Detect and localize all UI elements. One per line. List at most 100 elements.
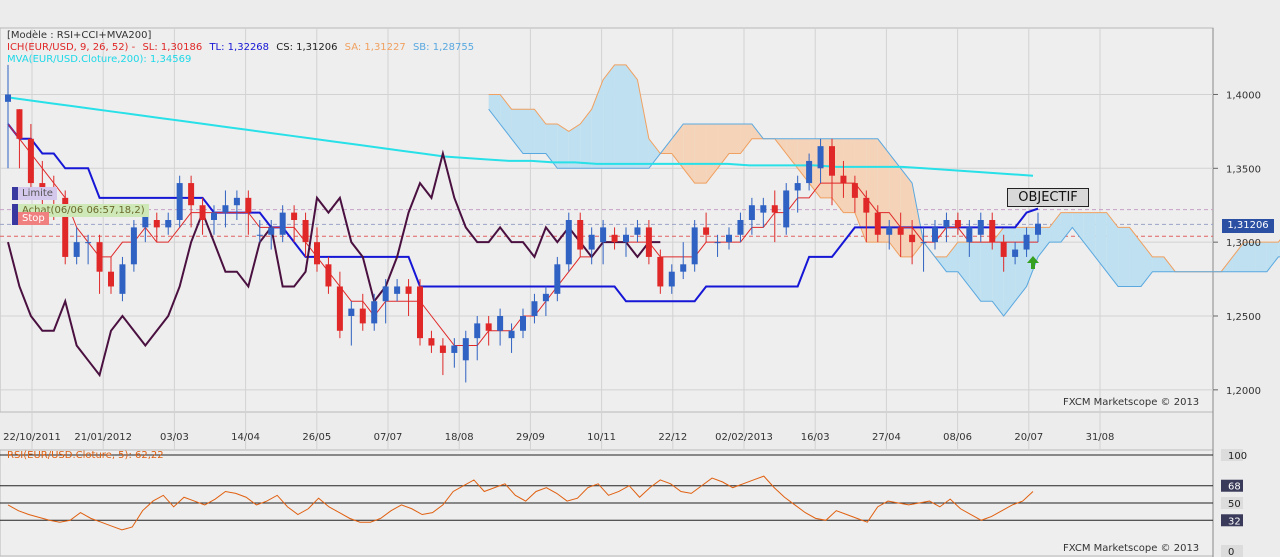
cloud-segment xyxy=(1129,227,1141,287)
candle-body xyxy=(829,146,835,176)
candle-body xyxy=(153,220,160,228)
candle-body xyxy=(371,301,378,324)
candle-body xyxy=(165,220,172,228)
ichimoku-legend: ICH(EUR/USD, 9, 26, 52) - SL: 1,30186 TL… xyxy=(7,42,478,54)
candle-body xyxy=(199,205,206,220)
x-tick-label: 02/02/2013 xyxy=(715,432,773,443)
rsi-tick-box xyxy=(1221,514,1243,527)
sb-value: SB: 1,28755 xyxy=(412,42,475,53)
candle-body xyxy=(394,286,401,294)
candle-body xyxy=(314,242,320,265)
candle-body xyxy=(565,220,572,265)
y-tick-label: 1,2000 xyxy=(1226,386,1261,397)
candle-body xyxy=(222,205,229,213)
cloud-segment xyxy=(683,124,695,184)
cloud-segment xyxy=(580,109,592,169)
x-tick-label: 03/03 xyxy=(160,432,189,443)
candle-body xyxy=(520,316,526,331)
chart-legend: [Modèle : RSI+CCI+MVA200] ICH(EUR/USD, 9… xyxy=(7,30,478,66)
candle-body xyxy=(954,220,961,228)
candle-body xyxy=(268,227,275,235)
candle-body xyxy=(531,301,538,316)
cloud-segment xyxy=(1255,242,1267,272)
x-tick-label: 07/07 xyxy=(374,432,403,443)
rsi-title: RSI(EUR/USD.Cloture, 5): 62,22 xyxy=(7,450,164,461)
x-tick-label: 08/06 xyxy=(943,432,972,443)
watermark-rsi: FXCM Marketscope © 2013 xyxy=(1063,543,1200,554)
cloud-segment xyxy=(1060,212,1073,243)
stop-order-tag[interactable]: Stop xyxy=(12,212,49,225)
candle-body xyxy=(588,234,595,250)
candle-body xyxy=(142,212,149,228)
candle-body xyxy=(302,220,309,243)
candle-body xyxy=(62,197,69,257)
rsi-tick-box xyxy=(1221,497,1243,509)
ichimoku-cloud xyxy=(488,64,1280,317)
x-tick-label: 22/12 xyxy=(658,432,687,443)
x-tick-label: 10/11 xyxy=(587,432,616,443)
candle-body xyxy=(108,271,114,287)
candle-body xyxy=(405,286,412,294)
candle-body xyxy=(714,242,721,244)
mva200-line xyxy=(7,96,1034,177)
candle-body xyxy=(932,227,938,243)
candle-body xyxy=(1000,242,1007,257)
cloud-segment xyxy=(626,64,638,169)
current-price-tag: 1,31206 xyxy=(1222,219,1274,233)
candle-body xyxy=(245,197,252,213)
candle-body xyxy=(1023,234,1030,250)
cloud-segment xyxy=(717,124,729,169)
cloud-segment xyxy=(1244,242,1256,272)
cloud-segment xyxy=(557,124,569,169)
tl-value: TL: 1,32268 xyxy=(209,42,270,53)
cloud-segment xyxy=(889,153,901,257)
rsi-line xyxy=(7,475,1034,531)
candle-body xyxy=(291,212,298,220)
candle-body xyxy=(119,264,126,294)
rsi-tick-label: 0 xyxy=(1228,547,1234,557)
rsi-tick-label: 68 xyxy=(1228,482,1241,493)
candle-body xyxy=(279,212,286,235)
mva-legend: MVA(EUR/USD.Cloture,200): 1,34569 xyxy=(7,54,192,65)
limite-order-tag[interactable]: Limite xyxy=(12,187,57,200)
chikou-span-line xyxy=(7,149,661,378)
candle-body xyxy=(966,227,973,243)
cs-value: CS: 1,31206 xyxy=(276,42,338,53)
cloud-segment xyxy=(637,79,649,169)
cloud-segment xyxy=(957,242,970,287)
senkou-span-b-line xyxy=(488,108,1280,317)
candle-body xyxy=(16,109,23,139)
candle-body xyxy=(188,183,195,206)
candle-body xyxy=(817,146,824,169)
candle-body xyxy=(645,227,652,257)
ich-name: ICH(EUR/USD, 9, 26, 52) - xyxy=(7,42,136,53)
candle-body xyxy=(485,323,492,331)
rsi-panel: 100 68 50 32 0 xyxy=(0,449,1247,557)
cloud-segment xyxy=(706,124,718,184)
candle-body xyxy=(325,264,332,287)
candle-body xyxy=(5,94,11,102)
candle-body xyxy=(96,242,103,272)
candle-body xyxy=(359,308,366,324)
candle-body xyxy=(600,227,607,243)
cloud-segment xyxy=(591,79,604,169)
candle-body xyxy=(691,227,698,265)
candle-body xyxy=(760,205,767,213)
objectif-label[interactable]: OBJECTIF xyxy=(1007,188,1089,207)
candle-body xyxy=(256,234,263,236)
candle-body xyxy=(577,220,584,250)
candle-body xyxy=(554,264,561,294)
model-label: [Modèle : RSI+CCI+MVA200] xyxy=(7,30,152,41)
candle-body xyxy=(909,234,916,243)
candle-body xyxy=(657,256,664,287)
cloud-segment xyxy=(648,138,661,169)
candle-body xyxy=(474,323,481,339)
y-tick-label: 1,4000 xyxy=(1226,90,1261,101)
candles xyxy=(5,64,1041,383)
candle-body xyxy=(703,227,710,235)
cloud-segment xyxy=(1118,227,1130,287)
sl-value: SL: 1,30186 xyxy=(142,42,203,53)
cloud-segment xyxy=(969,242,981,302)
candle-body xyxy=(27,138,34,184)
